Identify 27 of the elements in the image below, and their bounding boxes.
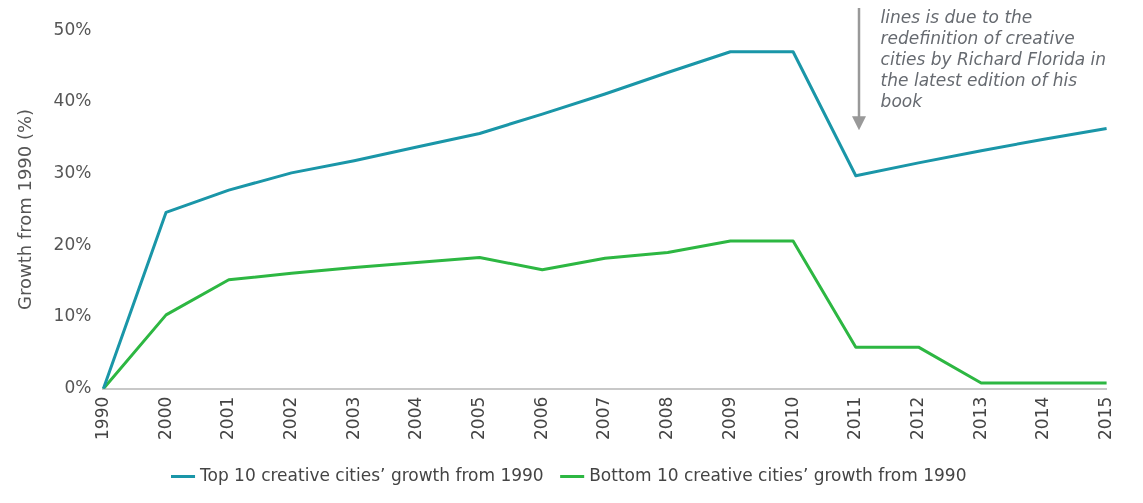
x-tick-label: 2007 (593, 396, 614, 440)
x-tick-label: 2004 (405, 396, 426, 440)
x-tick-label: 2006 (530, 396, 551, 440)
x-tick-label: 1990 (91, 396, 112, 440)
y-tick-label: 0% (64, 377, 92, 398)
x-tick-label: 2009 (718, 396, 739, 440)
x-tick-label: 2010 (781, 396, 802, 440)
y-tick-label: 40% (53, 90, 92, 111)
x-tick-label: 2005 (468, 396, 489, 440)
y-tick-label: 10% (53, 305, 92, 326)
legend-label: Bottom 10 creative cities’ growth from 1990 (589, 464, 967, 485)
x-tick-label: 2002 (279, 396, 300, 440)
x-tick-label: 2001 (217, 396, 238, 440)
x-tick-label: 2014 (1032, 396, 1053, 440)
annotation: lines is due to the redefinition of creative cities by Richard Florida in the latest edition of his book (880, 6, 1107, 111)
x-tick-label: 2013 (969, 396, 990, 440)
x-tick-label: 2000 (154, 396, 175, 440)
x-tick-label: 2008 (656, 396, 677, 440)
y-axis-title: Growth from 1990 (%) (14, 108, 36, 311)
x-tick-label: 2011 (844, 396, 865, 440)
legend-label: Top 10 creative cities’ growth from 1990 (199, 464, 544, 485)
y-tick-label: 20% (53, 233, 92, 254)
y-tick-label: 50% (53, 18, 92, 39)
x-tick-label: 2003 (342, 396, 363, 440)
x-tick-label: 2015 (1095, 396, 1116, 440)
y-tick-label: 30% (53, 162, 92, 183)
x-tick-label: 2012 (906, 396, 927, 440)
